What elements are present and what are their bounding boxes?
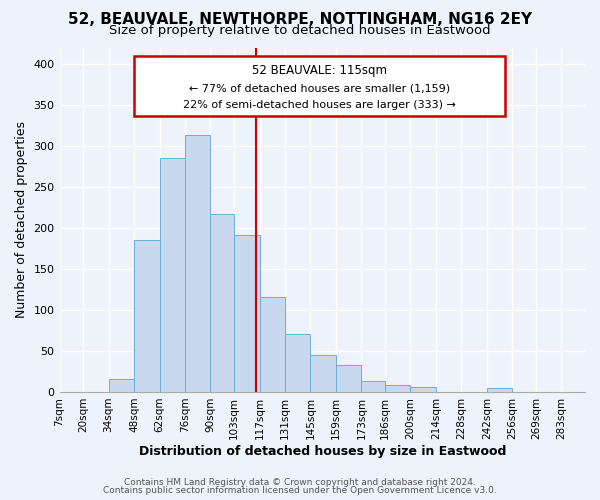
Text: 52, BEAUVALE, NEWTHORPE, NOTTINGHAM, NG16 2EY: 52, BEAUVALE, NEWTHORPE, NOTTINGHAM, NG1… — [68, 12, 532, 28]
Bar — [160, 158, 185, 392]
Text: Size of property relative to detached houses in Eastwood: Size of property relative to detached ho… — [109, 24, 491, 37]
Bar — [336, 365, 361, 392]
Bar — [234, 236, 260, 392]
Bar — [109, 379, 134, 392]
Text: Contains public sector information licensed under the Open Government Licence v3: Contains public sector information licen… — [103, 486, 497, 495]
Bar — [211, 214, 234, 392]
Text: Contains HM Land Registry data © Crown copyright and database right 2024.: Contains HM Land Registry data © Crown c… — [124, 478, 476, 487]
Bar — [487, 388, 512, 392]
Text: ← 77% of detached houses are smaller (1,159): ← 77% of detached houses are smaller (1,… — [189, 84, 450, 94]
Bar — [185, 136, 211, 392]
Bar — [134, 240, 160, 392]
Bar — [260, 297, 285, 392]
Bar — [310, 355, 336, 392]
Y-axis label: Number of detached properties: Number of detached properties — [15, 121, 28, 318]
Bar — [361, 382, 385, 392]
Bar — [285, 334, 310, 392]
X-axis label: Distribution of detached houses by size in Eastwood: Distribution of detached houses by size … — [139, 444, 506, 458]
Bar — [385, 386, 410, 392]
Text: 52 BEAUVALE: 115sqm: 52 BEAUVALE: 115sqm — [252, 64, 387, 77]
FancyBboxPatch shape — [134, 56, 505, 116]
Text: 22% of semi-detached houses are larger (333) →: 22% of semi-detached houses are larger (… — [183, 100, 456, 110]
Bar — [410, 387, 436, 392]
